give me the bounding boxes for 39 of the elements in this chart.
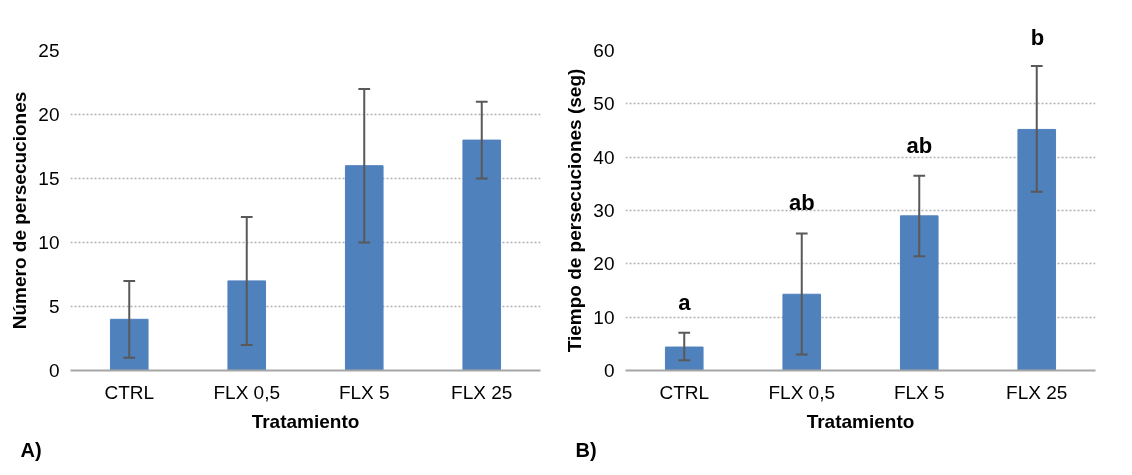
- y-tick-label: 15: [38, 168, 60, 189]
- annotation: ab: [788, 190, 815, 216]
- y-tick-label: 0: [603, 360, 615, 381]
- x-tick-label: CTRL: [104, 381, 155, 403]
- x-axis-title: Tratamiento: [806, 410, 915, 432]
- x-tick-label: FLX 0,5: [768, 381, 836, 403]
- y-axis-title: Tiempo de persecuciones (seg): [564, 68, 586, 353]
- y-tick-label: 25: [38, 40, 60, 61]
- bar: [109, 318, 149, 371]
- x-tick-label: FLX 5: [893, 381, 945, 403]
- bar: [1017, 128, 1057, 371]
- x-tick-label: FLX 25: [1006, 381, 1068, 403]
- y-tick-label: 40: [593, 146, 615, 168]
- bar: [227, 280, 267, 371]
- text: b: [1030, 24, 1045, 50]
- annotation: ab: [906, 132, 933, 158]
- y-tick-label: 30: [593, 200, 615, 221]
- x-axis-title: Tratamiento: [251, 410, 360, 432]
- y-axis-title: Número de persecuciones: [9, 91, 31, 330]
- bar: [344, 165, 384, 371]
- x-tick-label: CTRL: [659, 381, 710, 403]
- y-tick-label: 5: [48, 296, 60, 317]
- x-tick-label: FLX 25: [451, 381, 513, 403]
- y-tick-label: 60: [593, 40, 615, 61]
- y-tick-label: 10: [593, 306, 615, 328]
- x-tick-label: FLX 0,5: [213, 381, 281, 403]
- bar: [899, 215, 939, 371]
- x-tick-label: FLX 5: [338, 381, 390, 403]
- bar: [782, 293, 822, 371]
- bar: [462, 139, 502, 371]
- y-tick-label: 50: [593, 93, 615, 115]
- text: B): [575, 438, 597, 461]
- y-tick-label: 0: [48, 360, 60, 381]
- bar: [664, 346, 704, 371]
- text: A): [20, 438, 42, 461]
- y-tick-label: 20: [38, 104, 60, 125]
- annotation: a: [678, 289, 692, 315]
- y-tick-label: 10: [38, 232, 60, 253]
- y-tick-label: 20: [593, 253, 615, 275]
